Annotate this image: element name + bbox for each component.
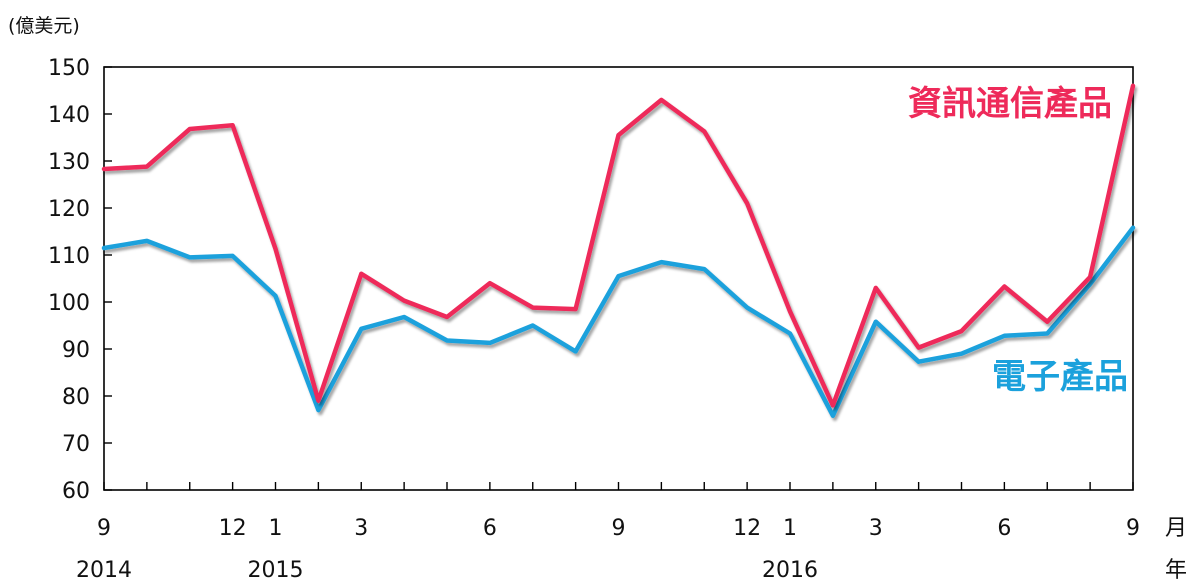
y-tick-label: 100	[48, 291, 90, 316]
x-month-label: 3	[869, 516, 883, 541]
x-month-label: 9	[1126, 516, 1140, 541]
x-year-label: 2014	[76, 558, 132, 580]
y-tick-label: 90	[62, 338, 90, 363]
x-axis-month-unit: 月	[1165, 516, 1187, 541]
y-tick-label: 150	[48, 56, 90, 81]
y-tick-label: 120	[48, 197, 90, 222]
series-label-1: 電子產品	[992, 357, 1128, 397]
series-label-0: 資訊通信產品	[908, 84, 1112, 124]
x-month-label: 1	[783, 516, 797, 541]
x-month-label: 1	[269, 516, 283, 541]
y-tick-label: 130	[48, 150, 90, 175]
y-tick-label: 80	[62, 385, 90, 410]
x-month-label: 3	[354, 516, 368, 541]
x-month-label: 12	[219, 516, 247, 541]
x-month-label: 12	[733, 516, 761, 541]
y-tick-label: 110	[48, 244, 90, 269]
x-axis-year-unit: 年	[1165, 558, 1187, 580]
y-tick-label: 70	[62, 432, 90, 457]
x-month-label: 6	[483, 516, 497, 541]
x-year-label: 2015	[248, 558, 304, 580]
x-month-label: 9	[97, 516, 111, 541]
x-year-label: 2016	[762, 558, 818, 580]
series-line-0	[101, 83, 1136, 408]
x-month-label: 6	[997, 516, 1011, 541]
y-tick-label: 140	[48, 103, 90, 128]
y-axis-unit-label: (億美元)	[8, 15, 80, 37]
x-month-label: 9	[612, 516, 626, 541]
series-line-1	[101, 225, 1136, 418]
y-tick-label: 60	[62, 479, 90, 504]
